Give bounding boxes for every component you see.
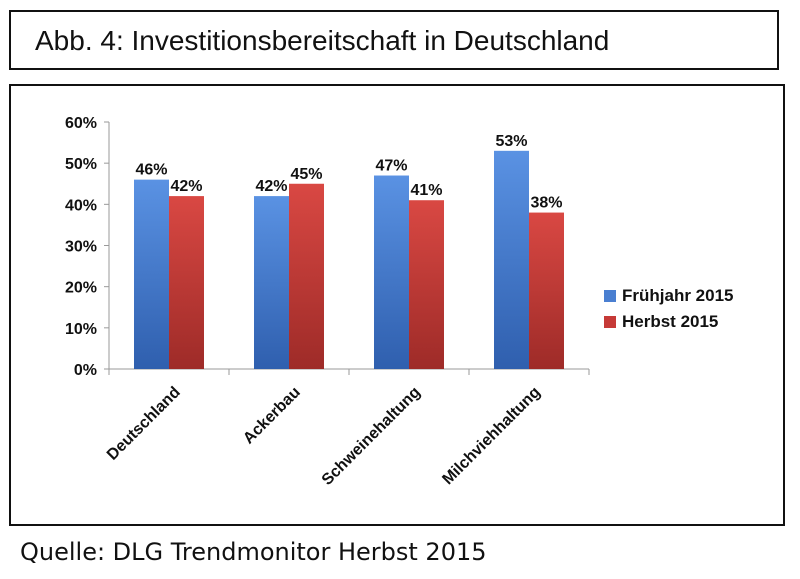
bar [134, 179, 169, 369]
y-tick-label: 30% [65, 239, 97, 256]
data-label: 47% [375, 158, 407, 175]
y-tick-label: 60% [65, 115, 97, 132]
x-tick-label: Milchviehhaltung [439, 384, 543, 488]
chart-frame: 0% 10% 20% 30% 40% 50% 60% 46% 42% Deutschland 42%… [9, 84, 785, 526]
figure-title: Abb. 4: Investitionsbereitschaft in Deut… [35, 25, 610, 56]
legend-swatch [604, 316, 616, 328]
bar [169, 196, 204, 369]
data-label: 42% [170, 178, 202, 195]
bar [254, 196, 289, 369]
y-tick-label: 0% [74, 362, 97, 379]
source-note: Quelle: DLG Trendmonitor Herbst 2015 [20, 538, 487, 566]
y-tick-label: 10% [65, 321, 97, 338]
figure-title-box: Abb. 4: Investitionsbereitschaft in Deut… [9, 10, 779, 70]
y-tick-label: 50% [65, 156, 97, 173]
data-label: 53% [495, 133, 527, 150]
data-label: 41% [410, 182, 442, 199]
y-tick-label: 20% [65, 280, 97, 297]
data-label: 42% [255, 178, 287, 195]
data-label: 38% [530, 195, 562, 212]
bar [494, 150, 529, 369]
legend-swatch [604, 290, 616, 302]
data-label: 46% [135, 162, 167, 179]
y-tick-label: 40% [65, 197, 97, 214]
bar [409, 200, 444, 369]
bar [289, 183, 324, 369]
x-tick-label: Deutschland [104, 384, 184, 464]
plot-area: 0%10%20%30%40%50%60%46%42%Deutschland42%… [65, 115, 734, 489]
legend-label: Herbst 2015 [622, 312, 718, 331]
x-tick-label: Schweinehaltung [319, 384, 424, 489]
legend-label: Frühjahr 2015 [622, 286, 734, 305]
bar-chart: 0%10%20%30%40%50%60%46%42%Deutschland42%… [65, 115, 734, 489]
bar [529, 212, 564, 369]
x-tick-label: Ackerbau [240, 384, 304, 448]
data-label: 45% [290, 166, 322, 183]
bar [374, 175, 409, 369]
